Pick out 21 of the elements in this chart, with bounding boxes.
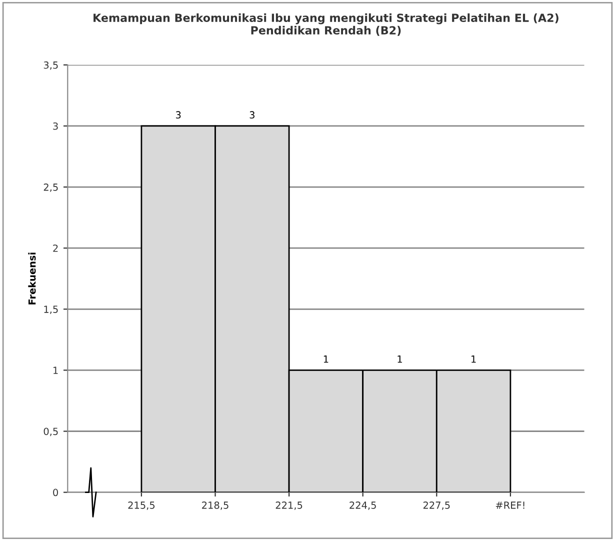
x-tick-label: 227,5 [423,502,450,510]
y-tick-label: 0 [53,488,58,496]
data-label: 1 [472,356,476,363]
data-label: 1 [398,356,402,363]
x-tick-label: 221,5 [276,502,302,510]
x-tick-label: 215,5 [128,502,155,510]
y-tick-label: 0,5 [44,428,58,436]
y-tick-label: 2,5 [44,184,58,192]
y-tick-label: 1,5 [44,306,58,314]
data-label: 3 [250,111,254,119]
y-tick-label: 3,5 [44,61,58,70]
x-tick-label: #REF! [496,502,524,509]
data-label: 1 [324,356,328,363]
y-tick-label: 1 [54,366,58,374]
chart-title: Kemampuan Berkomunikasi Ibu yang mengikuti Strategi Pelatihan EL (A2) Pendidikan Rendah (B2) [94,13,558,36]
x-tick-label: 224,5 [350,502,376,510]
y-axis-title: Frekuensi [28,252,36,304]
y-tick-label: 3 [53,122,58,130]
y-tick-label: 2 [53,244,58,252]
data-label: 3 [176,111,181,119]
x-tick-label: 218,5 [202,502,228,510]
